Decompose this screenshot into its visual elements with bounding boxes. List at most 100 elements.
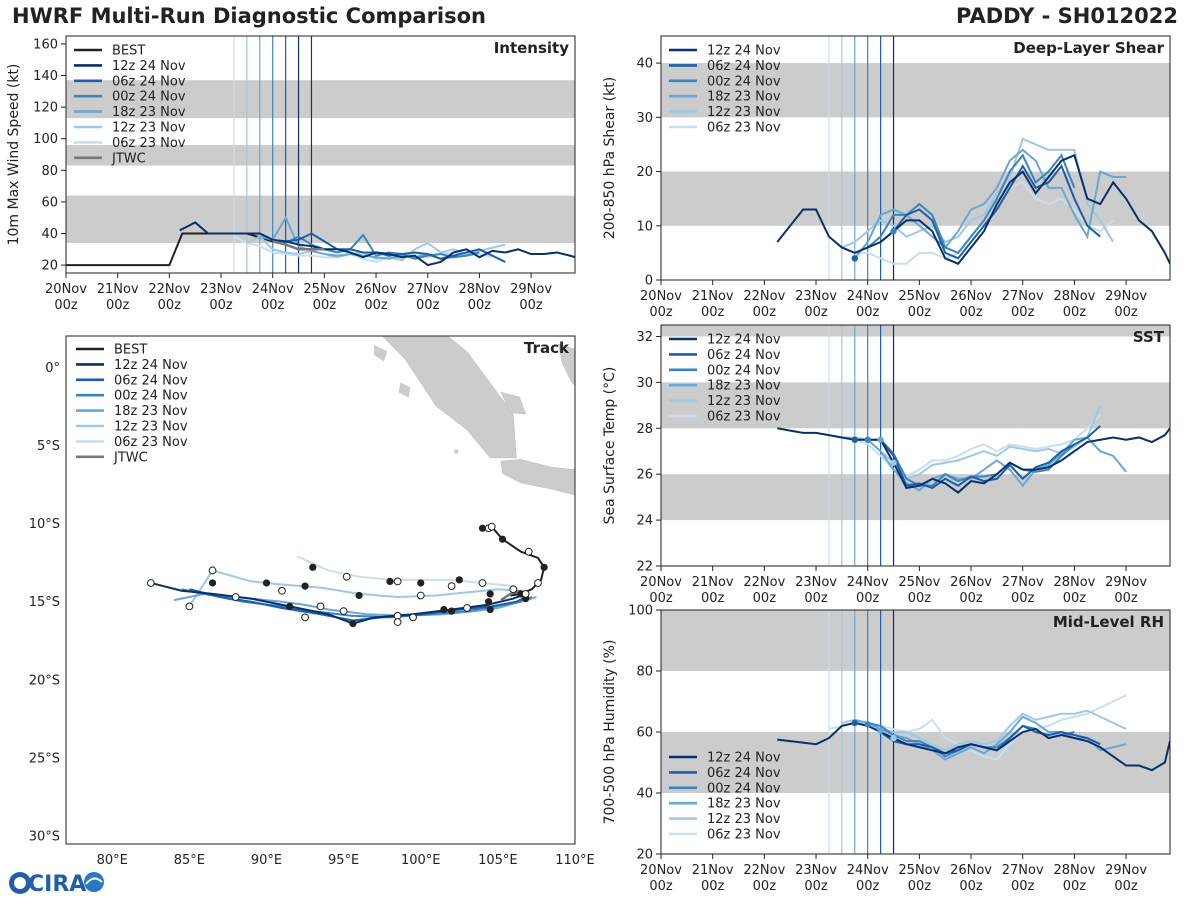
- intensity-xtick-date: 27Nov: [407, 282, 449, 297]
- track-point-filled: [301, 582, 309, 590]
- rh-xtick-hour: 00z: [1063, 879, 1087, 894]
- sst-xtick-hour: 00z: [1063, 591, 1087, 606]
- sst-xtick-hour: 00z: [753, 591, 777, 606]
- land-borneo-edge: [557, 343, 575, 386]
- sst-legend-label: 12z 24 Nov: [707, 333, 781, 348]
- rh-xtick-hour: 00z: [856, 879, 880, 894]
- shear-xtick-hour: 00z: [701, 305, 725, 320]
- shear-xtick-hour: 00z: [753, 305, 777, 320]
- shear-band: [661, 171, 1170, 226]
- track-point-filled: [455, 576, 463, 584]
- track-legend-label: 06z 23 Nov: [114, 435, 188, 450]
- sst-xtick-date: 21Nov: [692, 575, 734, 590]
- shear-legend-label: 18z 23 Nov: [707, 90, 781, 105]
- intensity-title: Intensity: [494, 39, 570, 57]
- track-point-open: [416, 591, 425, 600]
- track-point-filled: [486, 605, 494, 614]
- track-series-line: [150, 581, 526, 625]
- rh-init-marker: [890, 734, 897, 742]
- rh-xtick-hour: 00z: [1114, 879, 1138, 894]
- track-legend-label: 18z 23 Nov: [114, 404, 188, 419]
- rh-xtick-hour: 00z: [649, 879, 673, 894]
- cira-logo-text: CIRA: [28, 872, 86, 897]
- track-legend-label: 12z 24 Nov: [114, 358, 188, 373]
- shear-ytick-label: 30: [636, 111, 653, 126]
- track-point-open: [509, 585, 518, 594]
- intensity-legend-label: 06z 23 Nov: [112, 136, 186, 151]
- rh-xtick-hour: 00z: [701, 879, 725, 894]
- intensity-xtick-hour: 00z: [519, 298, 543, 313]
- sst-xtick-hour: 00z: [701, 591, 725, 606]
- intensity-band: [66, 145, 575, 166]
- shear-legend-label: 12z 24 Nov: [707, 44, 781, 59]
- intensity-xtick-date: 20Nov: [45, 282, 87, 297]
- track-title: Track: [524, 339, 570, 357]
- shear-xtick-hour: 00z: [959, 305, 983, 320]
- track-point-filled: [386, 577, 394, 586]
- sst-frame: [660, 324, 1171, 567]
- sst-xtick-hour: 00z: [959, 591, 983, 606]
- intensity-xtick-date: 26Nov: [355, 282, 397, 297]
- rh-legend-label: 12z 23 Nov: [707, 812, 781, 827]
- track-point-open: [463, 604, 471, 612]
- land-siberut: [398, 382, 411, 398]
- track-point-filled: [417, 579, 425, 587]
- track-xtick-label: 85°E: [174, 853, 205, 868]
- rh-init-marker: [864, 721, 871, 728]
- intensity-xtick-hour: 00z: [261, 298, 285, 313]
- sst-xtick-hour: 00z: [1011, 591, 1035, 606]
- sst-legend-label: 00z 24 Nov: [707, 363, 781, 378]
- track-legend-label: 00z 24 Nov: [114, 389, 188, 404]
- track-xtick-label: 110°E: [555, 853, 595, 868]
- track-point-filled: [478, 524, 487, 532]
- intensity-ytick-label: 20: [41, 259, 58, 274]
- track-xtick-label: 90°E: [251, 853, 282, 868]
- rh-xtick-date: 24Nov: [847, 863, 889, 878]
- intensity-ytick-label: 40: [41, 227, 58, 242]
- track-point-open: [231, 593, 240, 601]
- shear-legend-label: 06z 23 Nov: [707, 121, 781, 136]
- track-point-open: [393, 577, 402, 586]
- rh-xtick-hour: 00z: [804, 879, 828, 894]
- rh-xtick-date: 23Nov: [795, 863, 837, 878]
- track-point-filled: [309, 563, 317, 571]
- intensity-legend-label: 12z 24 Nov: [112, 59, 186, 74]
- sst-band: [661, 382, 1170, 429]
- land-enggano: [454, 449, 459, 454]
- shear-xtick-hour: 00z: [804, 305, 828, 320]
- shear-plot-area: [661, 36, 1170, 280]
- rh-ytick-label: 40: [636, 787, 653, 802]
- shear-xtick-date: 25Nov: [898, 289, 940, 304]
- track-point-filled: [498, 535, 507, 543]
- intensity-series-line: [246, 235, 506, 262]
- track-point-open: [185, 602, 194, 611]
- track-xtick-label: 95°E: [328, 853, 359, 868]
- intensity-series-line: [233, 235, 493, 263]
- intensity-xtick-date: 23Nov: [200, 282, 242, 297]
- rh-legend-label: 12z 24 Nov: [707, 751, 781, 766]
- intensity-xtick-hour: 00z: [416, 298, 440, 313]
- track-point-open: [208, 566, 217, 575]
- intensity-legend-label: JTWC: [111, 151, 146, 166]
- track-point-filled: [349, 620, 357, 628]
- sst-chart: 22242628303220Nov00z21Nov00z22Nov00z23No…: [602, 324, 1171, 606]
- intensity-plot-area: [66, 36, 575, 273]
- track-ytick-label: 15°S: [29, 595, 60, 610]
- rh-xtick-hour: 00z: [908, 879, 932, 894]
- sst-xtick-date: 28Nov: [1053, 575, 1095, 590]
- intensity-ytick-label: 160: [33, 37, 58, 52]
- track-point-open: [146, 579, 155, 587]
- rh-init-marker: [851, 719, 858, 727]
- rh-legend-label: 06z 23 Nov: [707, 828, 781, 843]
- intensity-xtick-hour: 00z: [364, 298, 388, 313]
- rh-ytick-label: 20: [636, 848, 653, 863]
- shear-band: [661, 63, 1170, 118]
- shear-ytick-label: 0: [645, 274, 653, 289]
- sst-init-marker: [877, 436, 884, 443]
- shear-series-line: [853, 148, 1127, 259]
- shear-ylabel: 200-850 hPa Shear (kt): [602, 77, 618, 239]
- sst-xtick-date: 23Nov: [795, 575, 837, 590]
- sst-series-line: [828, 413, 1101, 478]
- intensity-xtick-hour: 00z: [158, 298, 182, 313]
- rh-xtick-date: 27Nov: [1002, 863, 1044, 878]
